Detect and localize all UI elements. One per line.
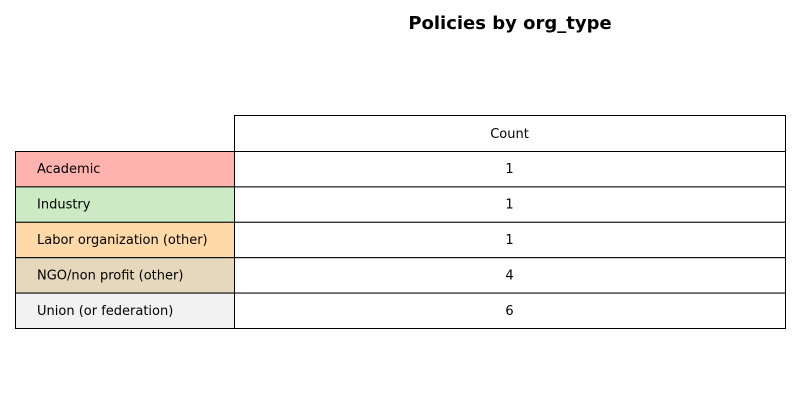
- column-header-cell: [234, 115, 786, 152]
- data-cell: [234, 292, 786, 330]
- row-label-cell: [15, 292, 235, 330]
- row-label-cell: [15, 257, 235, 294]
- row-label: Academic: [37, 162, 100, 177]
- row-label: Union (or federation): [37, 304, 173, 319]
- data-cell: [234, 186, 786, 223]
- data-cell-value: 6: [505, 304, 513, 319]
- row-label: Industry: [37, 198, 91, 213]
- column-header-label: Count: [490, 127, 529, 142]
- data-cell-value: 1: [505, 162, 513, 177]
- data-cell-value: 1: [505, 198, 513, 213]
- row-label: Labor organization (other): [37, 233, 208, 248]
- row-label: NGO/non profit (other): [37, 268, 183, 283]
- chart-title: Policies by org_type: [408, 13, 612, 34]
- row-label-cell: [15, 221, 235, 259]
- data-cell: [234, 221, 786, 259]
- data-cell: [234, 151, 786, 188]
- data-cell-value: 4: [505, 268, 513, 283]
- data-cell: [234, 257, 786, 294]
- data-cell-value: 1: [505, 233, 513, 248]
